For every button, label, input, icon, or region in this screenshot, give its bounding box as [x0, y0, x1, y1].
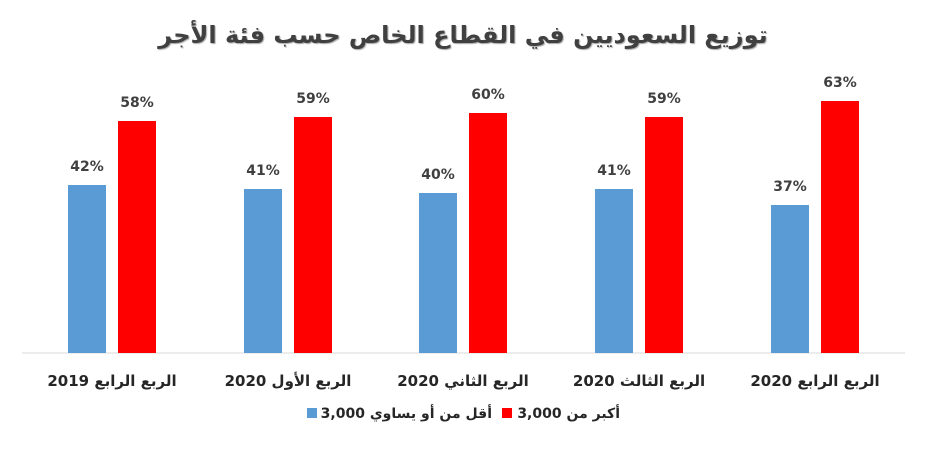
bar-high-wage-4 — [645, 117, 683, 353]
bar-high-wage-1 — [118, 121, 156, 353]
legend: أقل من أو يساوي 3,000 أكبر من 3,000 — [307, 404, 620, 423]
data-label-low-wage-4: 41% — [597, 163, 631, 179]
data-label-low-wage-3: 40% — [421, 167, 455, 183]
category-label-2: الربع الأول 2020 — [225, 372, 352, 390]
legend-swatch-high-wage — [502, 408, 512, 418]
data-label-low-wage-1: 42% — [70, 159, 104, 175]
bar-high-wage-5 — [821, 101, 859, 353]
category-label-1: الربع الرابع 2019 — [47, 372, 176, 390]
bar-high-wage-2 — [294, 117, 332, 353]
category-label-4: الربع الثالث 2020 — [573, 372, 705, 390]
data-label-high-wage-5: 63% — [823, 75, 857, 91]
category-labels-layer: الربع الرابع 2019 الربع الأول 2020 الربع ا… — [47, 372, 879, 390]
legend-label-low-wage: أقل من أو يساوي 3,000 — [321, 404, 492, 423]
legend-swatch-low-wage — [307, 408, 317, 418]
category-label-5: الربع الرابع 2020 — [750, 372, 879, 390]
category-label-3: الربع الثاني 2020 — [397, 372, 529, 390]
bar-low-wage-4 — [595, 189, 633, 353]
data-label-high-wage-4: 59% — [647, 91, 681, 107]
data-label-high-wage-1: 58% — [120, 95, 154, 111]
legend-label-high-wage: أكبر من 3,000 — [517, 404, 620, 422]
bar-low-wage-5 — [771, 205, 809, 353]
bar-high-wage-3 — [469, 113, 507, 353]
data-label-high-wage-2: 59% — [296, 91, 330, 107]
bars-layer — [68, 101, 859, 353]
chart-title: توزيع السعوديين في القطاع الخاص حسب فئة … — [157, 20, 767, 49]
bar-low-wage-2 — [244, 189, 282, 353]
bar-low-wage-3 — [419, 193, 457, 353]
bar-low-wage-1 — [68, 185, 106, 353]
data-label-high-wage-3: 60% — [471, 87, 505, 103]
value-labels-layer: 42% 58% 41% 59% 40% 60% 41% 59% 37% 63% — [70, 75, 857, 195]
data-label-low-wage-5: 37% — [773, 179, 807, 195]
data-label-low-wage-2: 41% — [246, 163, 280, 179]
